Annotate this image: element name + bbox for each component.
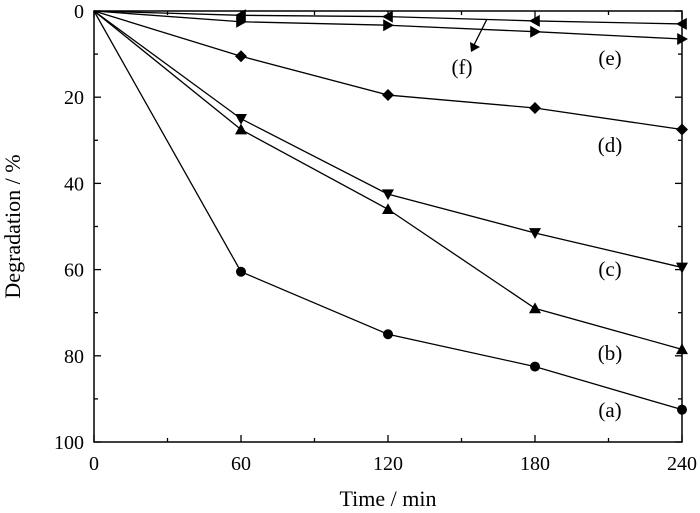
- series-label-c: (c): [598, 257, 621, 281]
- series-line-c: [93, 10, 683, 269]
- series-labels: (a) (b) (c) (d) (e) (f): [452, 46, 623, 422]
- y-tick-label: 80: [64, 346, 84, 368]
- data-point-a: [383, 329, 393, 340]
- data-point-d: [529, 101, 541, 114]
- series-line-b: [93, 10, 683, 350]
- data-point-c: [235, 113, 247, 125]
- f-arrow: [470, 18, 488, 52]
- series-line-d: [93, 10, 683, 131]
- data-point-d: [235, 50, 247, 63]
- plot-frame: [93, 10, 683, 443]
- data-point-d: [382, 89, 394, 102]
- y-tick-label: 20: [64, 87, 84, 109]
- f-arrow-shaft: [473, 18, 488, 46]
- data-point-f: [236, 15, 247, 28]
- data-point-e: [235, 9, 246, 22]
- data-point-b: [382, 203, 394, 215]
- data-point-e: [382, 10, 393, 23]
- series-label-b: (b): [598, 341, 623, 365]
- y-tick-label: 100: [54, 432, 84, 454]
- x-tick-label: 0: [89, 453, 99, 475]
- data-point-f: [383, 19, 394, 32]
- x-tick-label: 180: [520, 453, 550, 475]
- series-label-e: (e): [598, 46, 621, 70]
- tick-labels: 0 60 120 180 240 0 20 40 60 80 100: [54, 1, 697, 475]
- data-point-c: [382, 189, 394, 201]
- data-point-c: [529, 228, 541, 239]
- series-label-a: (a): [598, 398, 621, 422]
- data-point-e: [529, 14, 540, 27]
- data-point-b: [529, 302, 541, 314]
- y-tick-label: 0: [74, 1, 84, 23]
- y-tick-label: 60: [64, 260, 84, 282]
- x-axis-title: Time / min: [340, 486, 437, 511]
- f-arrow-head: [470, 42, 480, 52]
- data-point-a: [236, 266, 246, 277]
- y-axis-title: Degradation / %: [0, 154, 25, 298]
- x-tick-label: 60: [231, 453, 251, 475]
- series-label-f: (f): [452, 55, 473, 79]
- y-tick-label: 40: [64, 173, 84, 195]
- data-point-a: [530, 361, 540, 372]
- data-point-b: [235, 123, 247, 135]
- x-tick-label: 120: [373, 453, 403, 475]
- x-tick-label: 240: [667, 453, 697, 475]
- data-point-f: [530, 25, 541, 38]
- series-label-d: (d): [598, 133, 623, 157]
